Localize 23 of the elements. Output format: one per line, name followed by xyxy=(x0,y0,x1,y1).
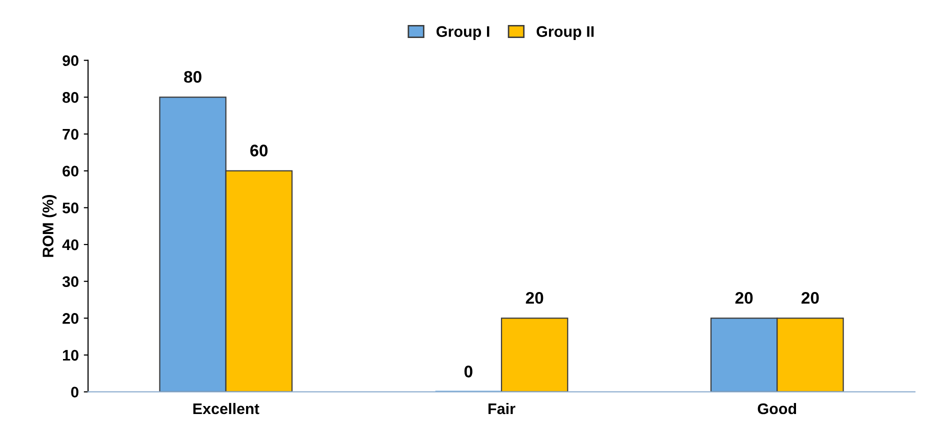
y-tick-label: 40 xyxy=(62,239,78,250)
data-label: 0 xyxy=(464,366,472,378)
data-label: 80 xyxy=(184,70,202,83)
y-tick-label: 10 xyxy=(63,350,78,361)
data-label: 20 xyxy=(735,292,753,304)
legend-label: Group I xyxy=(436,26,490,40)
y-tick-label: 80 xyxy=(62,92,78,103)
y-tick-label: 50 xyxy=(62,202,78,214)
y-tick-label: 20 xyxy=(62,313,78,324)
y-tick-label: 90 xyxy=(62,55,78,66)
data-label: 20 xyxy=(802,292,819,304)
y-tick-label: 70 xyxy=(62,128,78,140)
bar xyxy=(500,318,568,392)
data-label: 20 xyxy=(526,292,544,304)
y-tick-label: 0 xyxy=(71,386,78,398)
y-axis-title: ROM (%) xyxy=(42,195,56,257)
x-tick-label: Fair xyxy=(488,402,516,414)
legend-label: Group II xyxy=(536,26,594,40)
y-tick-label: 60 xyxy=(62,166,78,177)
data-label: 60 xyxy=(250,144,268,156)
x-tick-label: Excellent xyxy=(193,402,260,414)
x-tick-label: Good xyxy=(758,402,796,414)
y-tick-label: 30 xyxy=(62,276,78,288)
